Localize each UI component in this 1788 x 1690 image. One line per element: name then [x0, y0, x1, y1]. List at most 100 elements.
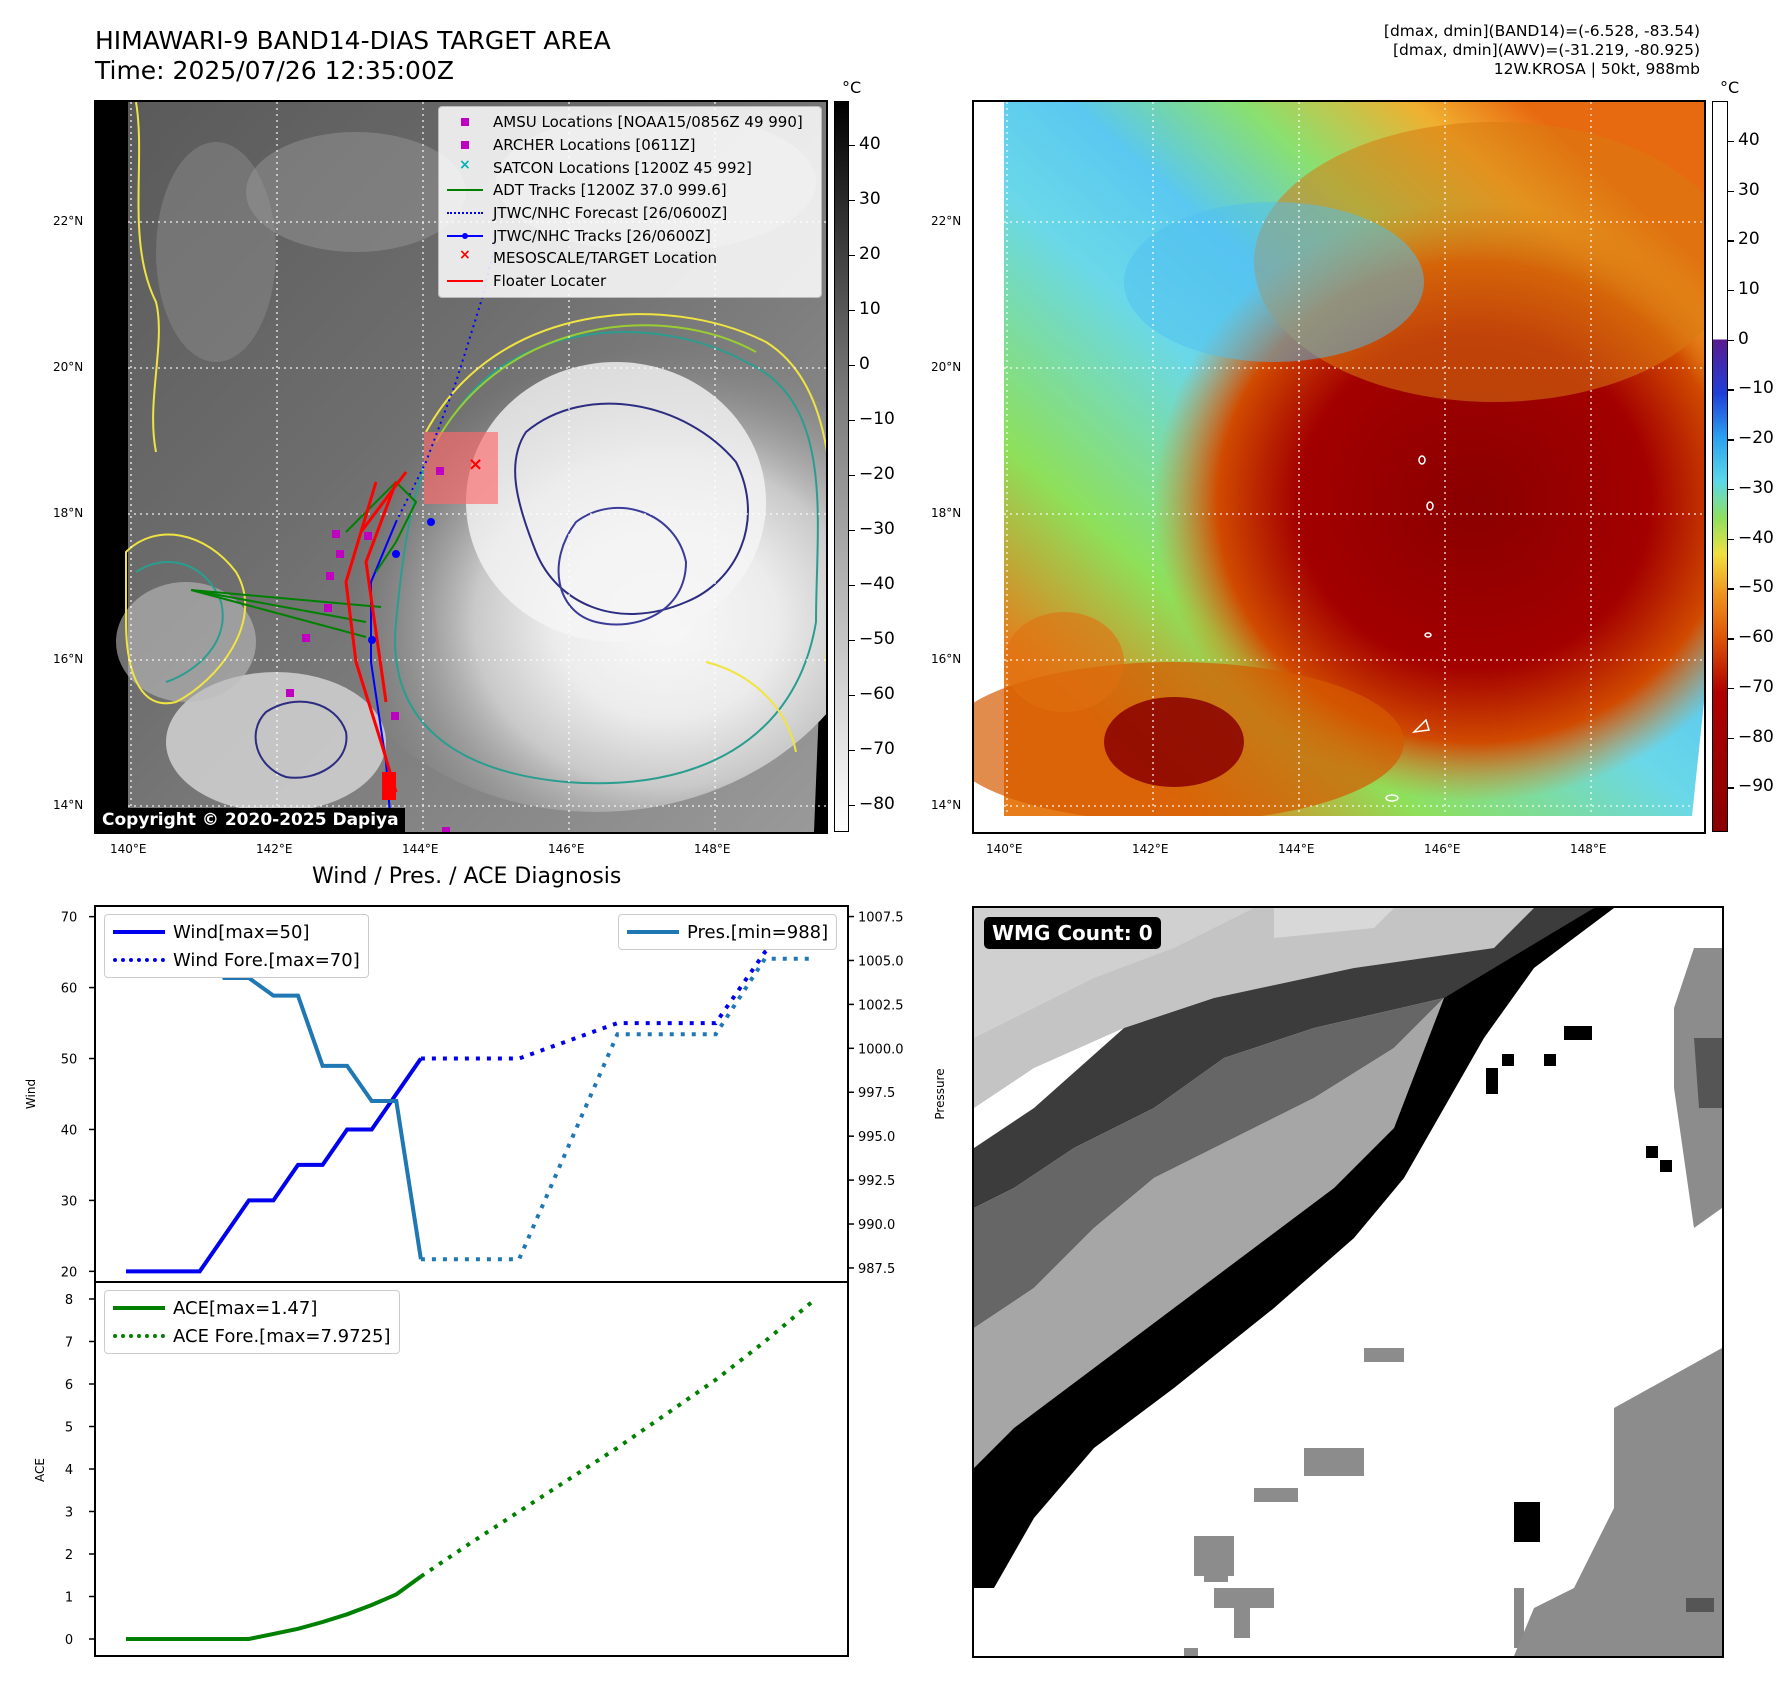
- wind-axis-label: Wind: [24, 1079, 38, 1109]
- wind-tick-label: 20: [61, 1265, 78, 1280]
- wv-lat-label: 16°N: [931, 652, 962, 666]
- legend-wind-forecast: Wind Fore.[max=70]: [113, 946, 360, 974]
- pressure-axis-label: Pressure: [933, 1068, 947, 1119]
- ir-colorbar-tick-mark: [849, 694, 855, 697]
- ir-colorbar-tick-label: 0: [859, 353, 870, 374]
- wv-lat-label: 20°N: [931, 360, 962, 374]
- wv-colorbar-tick-mark: [1728, 339, 1734, 342]
- figure-time: Time: 2025/07/26 12:35:00Z: [95, 56, 454, 85]
- ir-lon-label: 148°E: [694, 842, 731, 856]
- legend-item-jtwc-tracks: JTWC/NHC Tracks [26/0600Z]: [445, 224, 813, 247]
- ir-colorbar-tick-mark: [849, 309, 855, 312]
- wv-colorbar-tick-mark: [1728, 787, 1734, 789]
- ace-legend: ACE[max=1.47] ACE Fore.[max=7.9725]: [104, 1290, 400, 1354]
- wv-colorbar-tick-label: 10: [1738, 278, 1760, 299]
- wv-colorbar-tick-mark: [1728, 289, 1734, 292]
- series-line-3: [420, 956, 814, 1262]
- wv-colorbar-tick-mark: [1728, 538, 1734, 541]
- ace-tick-label: 2: [65, 1548, 73, 1563]
- wv-lon-label: 148°E: [1570, 842, 1607, 856]
- ace-series-line-0: [126, 1574, 423, 1641]
- wv-colorbar-tick-label: −90: [1738, 776, 1774, 797]
- wv-colorbar-tick-mark: [1728, 687, 1734, 690]
- ir-lat-label: 22°N: [53, 214, 84, 228]
- wv-colorbar-tick-label: −20: [1738, 428, 1774, 449]
- series-line-0: [126, 1057, 423, 1274]
- ir-colorbar-tick-mark: [849, 144, 855, 147]
- ir-colorbar-tick-label: −70: [859, 738, 895, 759]
- wv-colorbar-tick-label: −40: [1738, 527, 1774, 548]
- ace-tick-label: 8: [65, 1293, 73, 1308]
- ir-lat-label: 20°N: [53, 360, 84, 374]
- ir-colorbar-tick-mark: [849, 804, 855, 807]
- wv-colorbar-tick-label: 40: [1738, 129, 1760, 150]
- wv-colorbar-tick-mark: [1728, 190, 1734, 192]
- diagnosis-chart: 203040506070987.5990.0992.5995.0997.5100…: [24, 905, 947, 1657]
- legend-item-archer: ARCHER Locations [0611Z]: [445, 134, 813, 157]
- ir-colorbar-tick-label: −50: [859, 628, 895, 649]
- ir-colorbar-unit: °C: [842, 78, 862, 97]
- wv-colorbar-tick-mark: [1728, 737, 1734, 740]
- ace-tick-label: 5: [65, 1421, 73, 1436]
- wv-lon-label: 142°E: [1132, 842, 1169, 856]
- ace-tick-label: 4: [65, 1463, 73, 1478]
- wv-colorbar-unit: °C: [1720, 78, 1740, 97]
- wind-tick-label: 40: [61, 1123, 78, 1138]
- ir-colorbar-tick-label: −10: [859, 408, 895, 429]
- wv-imagery: [974, 102, 1704, 832]
- target-marker: ×: [468, 454, 483, 475]
- diag-title: Wind / Pres. / ACE Diagnosis: [312, 864, 622, 889]
- ir-colorbar-tick-label: 20: [859, 243, 881, 264]
- wv-colorbar-tick-label: −80: [1738, 726, 1774, 747]
- wind-tick-label: 60: [61, 982, 78, 997]
- pressure-tick-label: 1002.5: [858, 998, 904, 1013]
- wind-legend: Wind[max=50] Wind Fore.[max=70]: [104, 914, 369, 978]
- wind-tick-label: 70: [61, 911, 78, 926]
- wmg-count-badge: WMG Count: 0: [984, 917, 1161, 949]
- ir-colorbar-tick-mark: [849, 254, 855, 257]
- ace-axis-label: ACE: [33, 1458, 47, 1482]
- wv-colorbar-tick-label: 30: [1738, 179, 1760, 200]
- pressure-tick-label: 987.5: [858, 1262, 895, 1277]
- pressure-tick-label: 990.0: [858, 1218, 895, 1233]
- ace-tick-label: 0: [65, 1633, 73, 1648]
- ir-colorbar-tick-mark: [849, 419, 855, 422]
- wmg-panel[interactable]: [972, 906, 1724, 1658]
- wv-colorbar-tick-label: −70: [1738, 676, 1774, 697]
- ace-tick-label: 1: [65, 1591, 73, 1606]
- legend-item-jtwc-forecast: JTWC/NHC Forecast [26/0600Z]: [445, 202, 813, 225]
- ir-lon-label: 140°E: [110, 842, 147, 856]
- legend-item-amsu: AMSU Locations [NOAA15/0856Z 49 990]: [445, 111, 813, 134]
- legend-wind: Wind[max=50]: [113, 918, 360, 946]
- ace-tick-label: 7: [65, 1336, 73, 1351]
- wv-colorbar-tick-label: −10: [1738, 378, 1774, 399]
- pressure-tick-label: 1007.5: [858, 911, 904, 926]
- wv-colorbar-tick-mark: [1728, 439, 1734, 441]
- legend-item-floater: Floater Locater: [445, 270, 813, 293]
- ir-lat-label: 14°N: [53, 798, 84, 812]
- ir-colorbar-tick-mark: [849, 639, 855, 642]
- wv-colorbar-tick-mark: [1728, 389, 1734, 391]
- ir-colorbar-tick-label: −40: [859, 573, 895, 594]
- ir-colorbar-tick-mark: [849, 529, 855, 532]
- ir-lon-label: 144°E: [402, 842, 439, 856]
- pressure-legend: Pres.[min=988]: [618, 914, 838, 950]
- wv-lon-label: 146°E: [1424, 842, 1461, 856]
- pressure-tick-label: 992.5: [858, 1174, 895, 1189]
- ir-colorbar-tick-mark: [849, 199, 855, 202]
- wv-satellite-map[interactable]: [972, 100, 1706, 834]
- ir-colorbar-tick-mark: [849, 749, 855, 752]
- ir-lon-label: 142°E: [256, 842, 293, 856]
- pressure-tick-label: 995.0: [858, 1130, 895, 1145]
- ir-colorbar: [834, 101, 849, 832]
- ir-colorbar-tick-mark: [849, 364, 855, 367]
- ace-tick-label: 6: [65, 1378, 73, 1393]
- wv-colorbar-tick-mark: [1728, 588, 1734, 590]
- wv-lat-label: 22°N: [931, 214, 962, 228]
- ir-colorbar-tick-mark: [849, 584, 855, 587]
- wv-colorbar-tick-mark: [1728, 638, 1734, 640]
- legend-ace: ACE[max=1.47]: [113, 1294, 391, 1322]
- wv-lat-label: 18°N: [931, 506, 962, 520]
- ir-colorbar-tick-label: −30: [859, 518, 895, 539]
- legend-pressure: Pres.[min=988]: [627, 918, 828, 946]
